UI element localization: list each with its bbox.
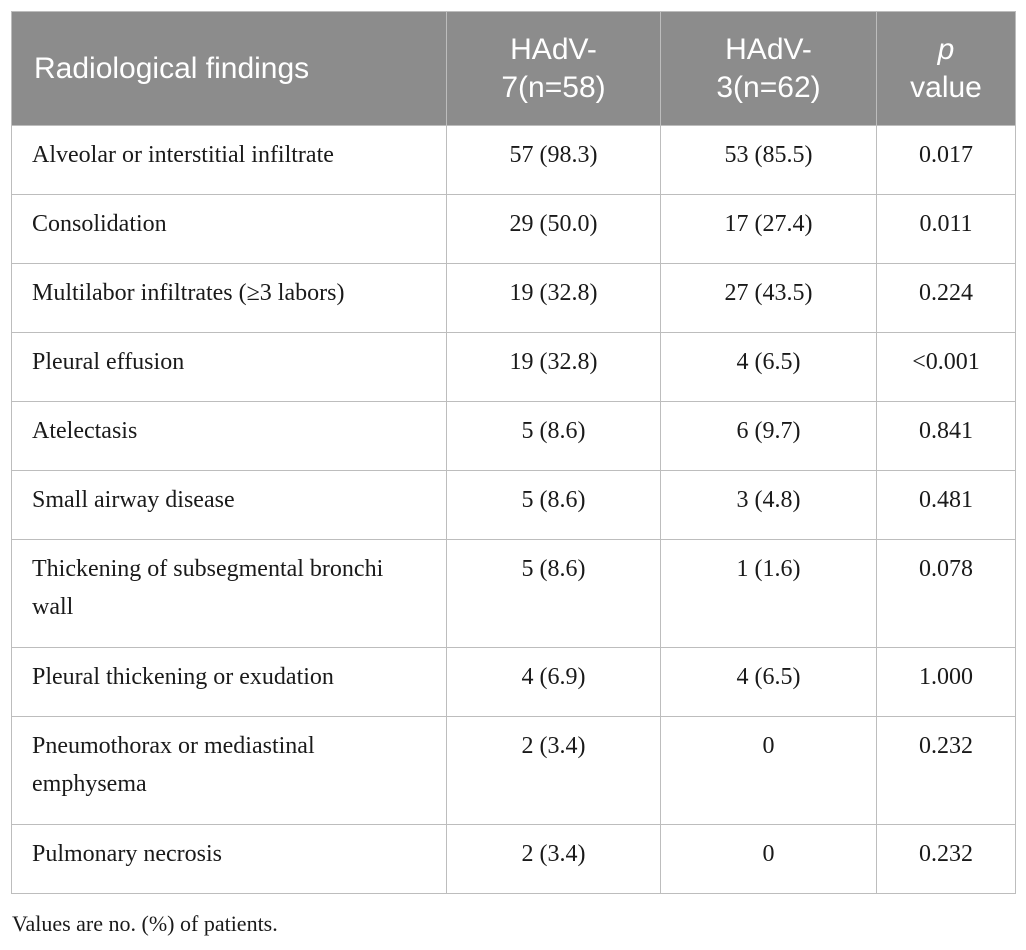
hadv3-cell: 1 (1.6) xyxy=(660,539,877,648)
p-value-cell: 0.011 xyxy=(876,194,1016,264)
p-value-cell: 1.000 xyxy=(876,647,1016,717)
p-value-cell: 0.232 xyxy=(876,824,1016,894)
header-p-italic: p xyxy=(937,32,955,66)
finding-cell: Alveolar or interstitial infiltrate xyxy=(11,125,447,195)
header-value-label: value xyxy=(910,70,982,104)
table-row: Small airway disease 5 (8.6) 3 (4.8) 0.4… xyxy=(11,470,1016,540)
p-value-cell: 0.078 xyxy=(876,539,1016,648)
hadv7-cell: 19 (32.8) xyxy=(446,263,661,333)
hadv7-cell: 29 (50.0) xyxy=(446,194,661,264)
table-row: Thickening of subsegmental bronchi wall … xyxy=(11,539,1016,648)
table-footnote: Values are no. (%) of patients. xyxy=(12,911,278,936)
radiological-findings-table: Radiological findings HAdV-7(n=58) HAdV-… xyxy=(11,11,1016,894)
table-header-row: Radiological findings HAdV-7(n=58) HAdV-… xyxy=(11,11,1016,126)
findings-table-container: Radiological findings HAdV-7(n=58) HAdV-… xyxy=(11,11,1016,894)
hadv7-cell: 19 (32.8) xyxy=(446,332,661,402)
table-row: Pneumothorax or mediastinal emphysema 2 … xyxy=(11,716,1016,825)
p-value-cell: <0.001 xyxy=(876,332,1016,402)
finding-cell: Thickening of subsegmental bronchi wall xyxy=(11,539,447,648)
table-row: Pleural effusion 19 (32.8) 4 (6.5) <0.00… xyxy=(11,332,1016,402)
table-row: Pulmonary necrosis 2 (3.4) 0 0.232 xyxy=(11,824,1016,894)
hadv7-cell: 5 (8.6) xyxy=(446,401,661,471)
header-p-value: p value xyxy=(876,11,1016,126)
finding-cell: Atelectasis xyxy=(11,401,447,471)
table-row: Alveolar or interstitial infiltrate 57 (… xyxy=(11,125,1016,195)
finding-cell: Consolidation xyxy=(11,194,447,264)
hadv7-cell: 5 (8.6) xyxy=(446,470,661,540)
header-hadv7: HAdV-7(n=58) xyxy=(446,11,661,126)
finding-cell: Small airway disease xyxy=(11,470,447,540)
hadv3-cell: 4 (6.5) xyxy=(660,332,877,402)
p-value-cell: 0.841 xyxy=(876,401,1016,471)
hadv3-cell: 53 (85.5) xyxy=(660,125,877,195)
finding-cell: Multilabor infiltrates (≥3 labors) xyxy=(11,263,447,333)
hadv3-cell: 4 (6.5) xyxy=(660,647,877,717)
hadv7-cell: 57 (98.3) xyxy=(446,125,661,195)
table-row: Pleural thickening or exudation 4 (6.9) … xyxy=(11,647,1016,717)
hadv3-cell: 0 xyxy=(660,716,877,825)
finding-cell: Pulmonary necrosis xyxy=(11,824,447,894)
hadv3-cell: 27 (43.5) xyxy=(660,263,877,333)
hadv7-cell: 4 (6.9) xyxy=(446,647,661,717)
p-value-cell: 0.224 xyxy=(876,263,1016,333)
hadv7-cell: 5 (8.6) xyxy=(446,539,661,648)
hadv7-cell: 2 (3.4) xyxy=(446,716,661,825)
finding-cell: Pneumothorax or mediastinal emphysema xyxy=(11,716,447,825)
finding-cell: Pleural effusion xyxy=(11,332,447,402)
header-radiological-findings: Radiological findings xyxy=(11,11,447,126)
hadv3-cell: 6 (9.7) xyxy=(660,401,877,471)
table-row: Atelectasis 5 (8.6) 6 (9.7) 0.841 xyxy=(11,401,1016,471)
p-value-cell: 0.481 xyxy=(876,470,1016,540)
table-row: Consolidation 29 (50.0) 17 (27.4) 0.011 xyxy=(11,194,1016,264)
header-hadv3: HAdV-3(n=62) xyxy=(660,11,877,126)
hadv3-cell: 0 xyxy=(660,824,877,894)
p-value-cell: 0.017 xyxy=(876,125,1016,195)
p-value-cell: 0.232 xyxy=(876,716,1016,825)
hadv7-cell: 2 (3.4) xyxy=(446,824,661,894)
finding-cell: Pleural thickening or exudation xyxy=(11,647,447,717)
hadv3-cell: 17 (27.4) xyxy=(660,194,877,264)
table-row: Multilabor infiltrates (≥3 labors) 19 (3… xyxy=(11,263,1016,333)
hadv3-cell: 3 (4.8) xyxy=(660,470,877,540)
